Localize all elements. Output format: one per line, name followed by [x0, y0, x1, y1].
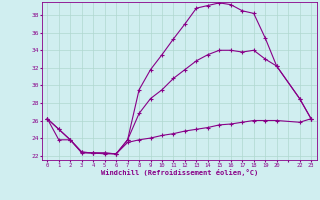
X-axis label: Windchill (Refroidissement éolien,°C): Windchill (Refroidissement éolien,°C)	[100, 169, 258, 176]
